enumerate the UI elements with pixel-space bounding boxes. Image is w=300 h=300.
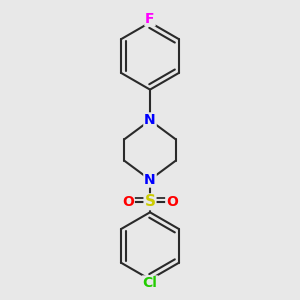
Text: N: N [144, 113, 156, 127]
Text: Cl: Cl [142, 276, 158, 290]
Text: N: N [144, 173, 156, 187]
Text: O: O [122, 195, 134, 209]
Text: O: O [166, 195, 178, 209]
Text: F: F [145, 12, 155, 26]
Text: S: S [145, 194, 155, 209]
